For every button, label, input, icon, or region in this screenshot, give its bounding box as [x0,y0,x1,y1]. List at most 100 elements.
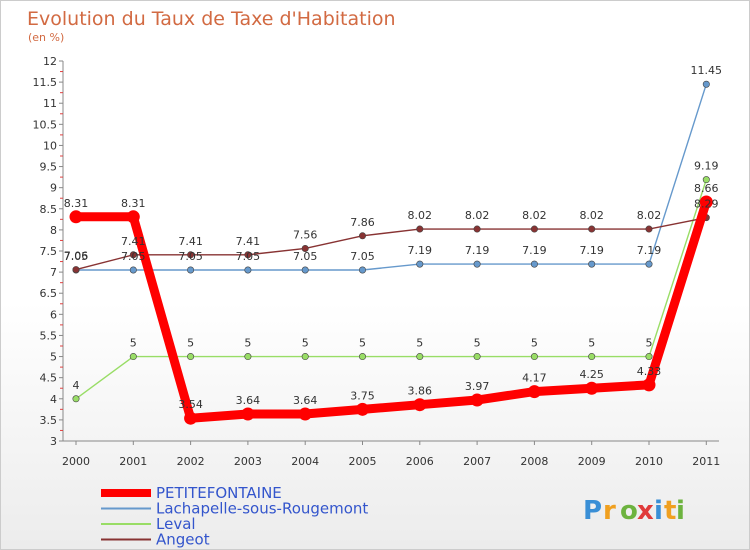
data-label: 8.02 [579,209,604,222]
x-tick-label: 2008 [520,455,548,468]
series-point [129,353,137,361]
data-label: 8.02 [522,209,547,222]
series-point [301,353,309,361]
legend-entry: Lachapelle-sous-Rougemont [101,500,368,518]
y-tick-label: 4.5 [40,372,58,385]
series-point [244,353,252,361]
data-label: 7.19 [579,244,604,257]
x-tick-label: 2004 [291,455,319,468]
data-label: 3.64 [293,394,318,407]
series-2 [72,176,710,403]
series-point [645,353,653,361]
x-tick-label: 2005 [349,455,377,468]
x-tick-label: 2011 [692,455,720,468]
x-tick-label: 2007 [463,455,491,468]
legend-entry: Leval [101,515,196,533]
series-point [416,353,424,361]
logo-letter: o [620,496,638,526]
data-label: 8.02 [637,209,662,222]
series-point [470,393,484,407]
series-point [588,225,596,233]
legend: PETITEFONTAINELachapelle-sous-RougemontL… [101,484,368,549]
series-1 [72,80,710,274]
data-label: 7.06 [64,250,89,263]
logo-letter: i [654,496,663,526]
series-line [75,216,707,271]
series-point [530,260,538,268]
y-tick-label: 9 [50,182,57,195]
data-label: 7.05 [64,250,89,263]
data-label: 8.66 [694,182,719,195]
data-label: 7.41 [121,235,146,248]
logo-letter: r [603,496,616,526]
series-0 [69,195,713,425]
axes: 33.544.555.566.577.588.599.51010.51111.5… [33,55,721,468]
series-point [298,407,312,421]
series-point [72,266,80,274]
series-point [241,407,255,421]
y-tick-label: 10 [43,139,57,152]
data-label: 5 [416,337,423,350]
x-tick-label: 2003 [234,455,262,468]
legend-label: Lachapelle-sous-Rougemont [156,500,368,518]
legend-label: Angeot [156,531,210,549]
y-tick-label: 5 [50,351,57,364]
data-label: 7.05 [293,250,318,263]
legend-entry: PETITEFONTAINE [101,484,282,502]
data-label: 7.86 [350,216,375,229]
series-point [184,411,198,425]
y-tick-label: 8 [50,224,57,237]
series-point [69,210,83,224]
y-tick-label: 7.5 [40,245,58,258]
data-label: 3.64 [236,394,261,407]
series-point [527,385,541,399]
logo-letter: x [637,496,654,526]
data-label: 4.17 [522,372,547,385]
y-tick-label: 7 [50,266,57,279]
series-layer [69,80,713,425]
data-label: 7.05 [178,250,203,263]
data-label: 3.97 [465,380,490,393]
data-label: 5 [646,337,653,350]
series-point [473,225,481,233]
y-tick-label: 11 [43,97,57,110]
x-tick-label: 2002 [177,455,205,468]
data-label: 8.31 [64,197,89,210]
data-label: 11.45 [691,64,723,77]
data-label: 3.75 [350,389,375,402]
series-point [187,353,195,361]
y-tick-label: 12 [43,55,57,68]
series-line [76,84,707,271]
logo-letter: P [583,496,602,526]
series-point [702,176,710,184]
y-tick-label: 8.5 [40,203,58,216]
y-tick-label: 6.5 [40,287,58,300]
legend-label: Leval [156,515,196,533]
data-label: 7.05 [121,250,146,263]
y-tick-label: 10.5 [33,118,58,131]
x-tick-label: 2000 [62,455,90,468]
series-point [585,381,599,395]
series-point [126,210,140,224]
series-point [244,251,252,259]
x-tick-label: 2009 [578,455,606,468]
series-point [645,225,653,233]
data-label: 7.56 [293,228,318,241]
series-point [473,353,481,361]
series-point [699,195,713,209]
y-tick-label: 3 [50,435,57,448]
series-point [301,244,309,252]
data-label: 7.05 [236,250,261,263]
logo-letter: i [676,496,685,526]
data-label: 5 [302,337,309,350]
data-label: 3.54 [178,398,203,411]
y-tick-label: 3.5 [40,414,58,427]
data-label: 5 [359,337,366,350]
series-point [358,353,366,361]
data-label: 7.19 [522,244,547,257]
data-label: 3.86 [408,385,433,398]
data-label: 7.19 [465,244,490,257]
